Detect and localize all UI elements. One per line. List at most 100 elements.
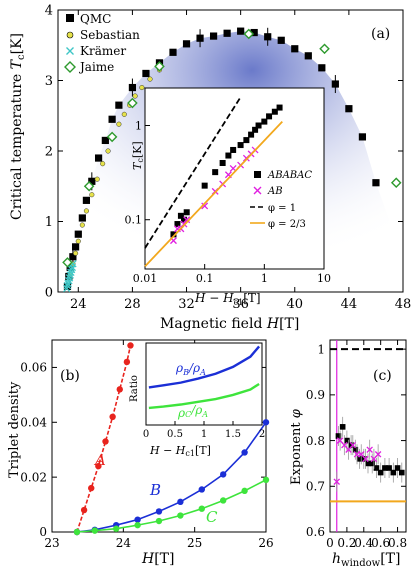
point-sebastian: [79, 222, 85, 228]
curve-c-point: [155, 517, 163, 525]
point-qmc: [372, 179, 380, 187]
panel-c-ababac-point: [344, 437, 350, 444]
panel-c-x-axis-label: hwindow[T]: [332, 551, 400, 568]
curve-b-point: [134, 516, 141, 523]
point-qmc: [101, 136, 109, 145]
panel-c-ababac-point: [394, 465, 401, 471]
point-sebastian: [83, 208, 89, 214]
panel-c-ab-point: [366, 446, 373, 453]
point-qmc: [196, 34, 204, 42]
inset-a-x-tick-label: 0.01: [133, 272, 158, 285]
panel-c-x-tick-label: 0: [326, 536, 334, 550]
panel-c-y-tick-label: 0.9: [306, 388, 325, 402]
curve-a-point: [88, 484, 95, 492]
point-qmc: [331, 80, 339, 88]
panel-c-x-tick-label: 0.6: [371, 536, 390, 550]
point-jaime: [127, 97, 138, 109]
panel-a-x-tick-label: 24: [70, 297, 87, 312]
point-sebastian: [94, 176, 100, 182]
inset-b-x-tick-label: 0.5: [167, 429, 183, 440]
panel-b-x-axis-label: H[T]: [141, 551, 174, 567]
panel-b-label: (b): [60, 368, 80, 384]
panel-b: 23 24 25 26 0 0.02 0.04 0.06 (b) H[T] Triplet d…: [7, 339, 274, 567]
panel-a-y-tick-label: 3: [45, 74, 53, 89]
panel-b-ticks: 23 24 25 26 0 0.02 0.04 0.06: [20, 340, 274, 550]
point-jaime: [106, 131, 118, 143]
inset-b-marks: [148, 345, 261, 410]
curve-c-point: [73, 528, 81, 536]
point-qmc: [108, 115, 116, 123]
inset-a-ababac-point: [266, 113, 273, 120]
point-qmc: [250, 28, 258, 37]
point-sebastian: [132, 93, 138, 99]
panel-a-ticks: 24 28 32 36 40 44 48 0 1 2 3 4: [45, 4, 412, 312]
inset-a-ababac-point: [248, 131, 255, 138]
point-qmc: [88, 177, 96, 185]
point-qmc: [318, 64, 326, 72]
panel-b-frame: [51, 339, 267, 533]
inset-b-x-tick-label: 0: [143, 429, 149, 440]
point-qmc: [223, 29, 231, 37]
point-qmc: [128, 83, 137, 92]
inset-a-ababac-point: [252, 126, 259, 133]
legend-label-sebastian: Sebastian: [80, 28, 140, 42]
panel-a-x-tick-label: 40: [286, 297, 303, 312]
panel-a: 24 28 32 36 40 44 48 0 1 2 3 4 (a) Magnetic field H…: [9, 4, 411, 332]
inset-a-ababac-point: [170, 231, 177, 238]
point-qmc: [237, 27, 245, 35]
panel-c-y-tick-label: 0.7: [306, 479, 325, 493]
panel-c-ababac-point: [339, 424, 346, 430]
curve-a-line: [76, 345, 132, 533]
point-qmc: [277, 36, 285, 44]
curve-b-point: [220, 471, 227, 478]
point-qmc: [94, 154, 103, 162]
point-qmc: [115, 101, 123, 109]
inset-a-ab-point: [183, 216, 191, 224]
inset-a-x-tick-label: 1: [261, 272, 268, 285]
point-sebastian: [147, 76, 153, 82]
panel-c-ab-point: [349, 441, 357, 449]
legend-marker-jaime: [64, 61, 76, 73]
panel-b-x-tick-label: 24: [116, 536, 132, 550]
curve-label-b: B: [149, 481, 161, 499]
curve-a-point: [109, 413, 116, 420]
panel-c: 0 0.20.40.60.80.60.70.80.91 (c) hwindow[T…: [289, 339, 407, 568]
panel-c-ababac-point: [386, 465, 392, 471]
point-sebastian: [139, 84, 145, 91]
point-qmc: [71, 243, 80, 251]
curve-c-point: [113, 525, 120, 532]
point-qmc: [74, 230, 82, 238]
panel-b-x-tick-label: 25: [187, 536, 202, 550]
inset-a-marks: [144, 96, 283, 267]
curve-c-line: [76, 479, 267, 533]
point-qmc: [142, 69, 150, 78]
inset-a-ababac-point: [261, 118, 268, 125]
point-qmc: [182, 40, 191, 48]
inset-a-23-line: [144, 120, 283, 267]
panel-c-y-tick-label: 1: [317, 342, 325, 356]
inset-a-ababac-point: [201, 182, 208, 189]
panel-c-x-tick-label: 0.2: [337, 536, 356, 550]
panel-c-frame: [329, 339, 407, 533]
inset-b-x-tick-label: 1: [201, 429, 207, 440]
curve-c-point: [262, 476, 270, 484]
curve-a-point: [102, 438, 109, 445]
panel-a-x-tick-label: 44: [341, 297, 358, 312]
inset-legend-label-phi1: φ = 1: [268, 203, 296, 214]
inset-legend-label-ababac: ABABAC: [267, 170, 312, 181]
inset-a-ababac-point: [271, 108, 278, 115]
legend-marker-sebastian: [66, 31, 74, 39]
inset-b: 0 0.5 1 1.5 2 Ratio H − Hc1[T] ρB/ρA ρC/ρA: [129, 342, 265, 458]
point-jaime: [62, 257, 73, 268]
inset-a-y-tick-label: 0.1: [125, 214, 143, 227]
curve-label-a: A: [93, 451, 106, 469]
point-jaime: [390, 177, 402, 189]
panel-a-x-tick-label: 36: [232, 297, 249, 312]
panel-a-y-axis-label: Critical temperature Tc[K]: [9, 33, 27, 220]
inset-a-1-line: [144, 96, 242, 249]
ratio-label-c: ρC/ρA: [177, 403, 208, 420]
panel-c-ababac-point: [377, 469, 384, 476]
point-qmc: [264, 33, 272, 41]
inset-a-ababac-point: [219, 159, 226, 166]
